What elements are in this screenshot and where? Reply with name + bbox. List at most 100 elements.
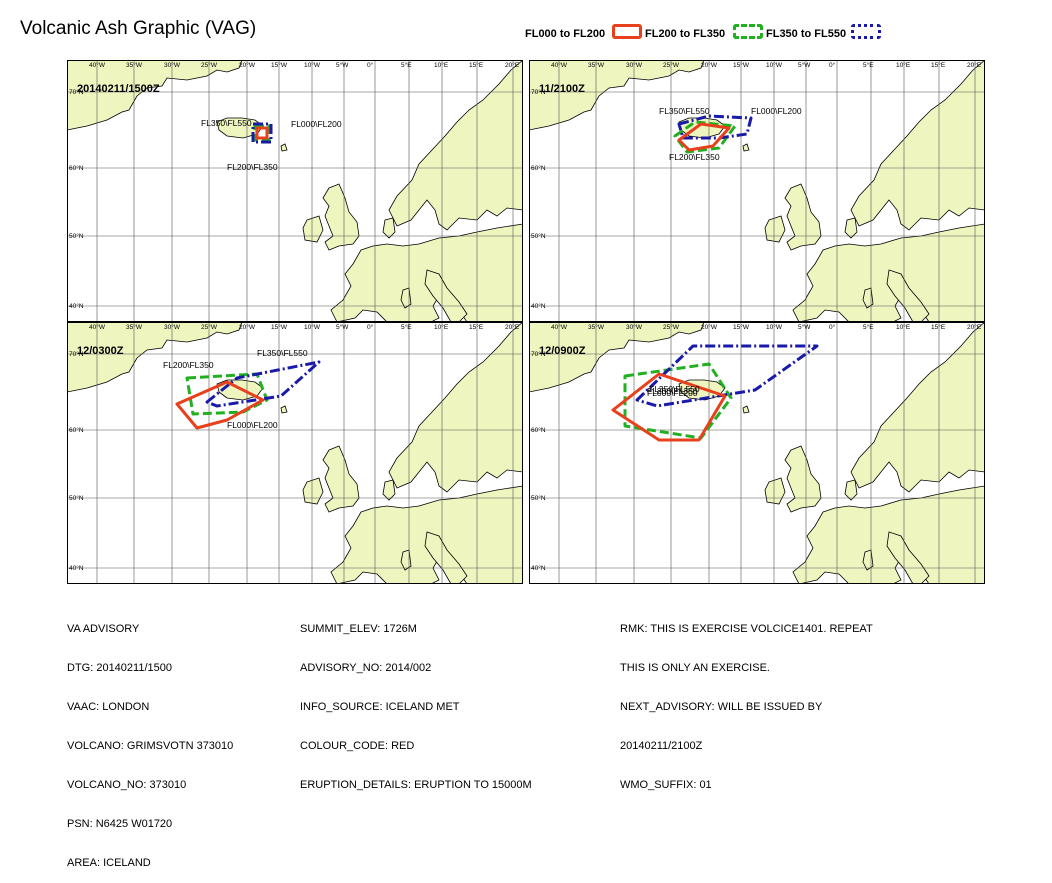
land-outline xyxy=(742,143,750,152)
map-svg: 40°W 35°W 30°W 25°W 20°W 15°W 10°W 5°W 0° 5°E 10°E… xyxy=(529,322,985,584)
land-outline xyxy=(844,217,858,239)
lon-tick-label: 5°E xyxy=(863,323,874,331)
lon-tick-label: 20°E xyxy=(505,61,520,69)
map-panel-2: 40°W 35°W 30°W 25°W 20°W 15°W 10°W 5°W 0° 5°E 10°E… xyxy=(529,60,985,322)
ash-polygon-fl350 xyxy=(635,344,819,408)
lon-tick-label: 0° xyxy=(829,323,836,331)
lon-tick-label: 25°W xyxy=(201,323,218,331)
panel-frame xyxy=(529,60,985,322)
lon-tick-label: 35°W xyxy=(588,323,605,331)
lon-tick-label: 10°E xyxy=(896,323,911,331)
lon-tick-label: 15°W xyxy=(271,61,288,69)
lon-tick-label: 30°W xyxy=(164,323,181,331)
info-line: VOLCANO_NO: 373010 xyxy=(67,779,187,791)
lon-tick-label: 15°W xyxy=(733,323,750,331)
land-outline xyxy=(280,143,288,152)
land-outline xyxy=(67,60,243,131)
lon-tick-label: 10°E xyxy=(896,61,911,69)
info-line: WMO_SUFFIX: 01 xyxy=(620,779,712,791)
land-outline xyxy=(850,322,985,493)
land-outline xyxy=(388,60,523,231)
lon-tick-label: 35°W xyxy=(126,323,143,331)
legend-swatch-fl350 xyxy=(851,24,881,39)
land-outline xyxy=(302,477,324,505)
lon-tick-label: 10°W xyxy=(304,61,321,69)
ash-polygon-fl350 xyxy=(251,122,273,144)
land-outline xyxy=(67,322,243,393)
lon-tick-label: 15°E xyxy=(931,323,946,331)
lon-tick-label: 40°W xyxy=(89,61,106,69)
ash-label-fl000: FL000\FL200 xyxy=(647,388,698,398)
lon-tick-label: 25°W xyxy=(663,323,680,331)
legend-swatch-fl200 xyxy=(733,24,763,39)
lon-tick-label: 5°W xyxy=(798,61,811,69)
land-outline xyxy=(382,479,396,501)
ash-label-fl200: FL200\FL350 xyxy=(669,152,720,162)
lon-tick-label: 5°E xyxy=(401,323,412,331)
lon-tick-label: 20°W xyxy=(239,323,256,331)
info-line: 20140211/2100Z xyxy=(620,740,703,752)
legend-label-fl200: FL200 to FL350 xyxy=(645,28,726,40)
lat-tick-label: 40°N xyxy=(69,302,84,310)
lon-tick-label: 10°E xyxy=(434,323,449,331)
ash-label-fl000: FL000\FL200 xyxy=(751,106,802,116)
panel-time-label: 12/0900Z xyxy=(539,345,586,357)
ash-label-fl350: FL350\FL550 xyxy=(257,348,308,358)
panel-frame xyxy=(67,322,523,584)
land-outline xyxy=(529,322,705,393)
page-title: Volcanic Ash Graphic (VAG) xyxy=(20,18,257,39)
lon-tick-label: 20°W xyxy=(701,61,718,69)
map-panel-4: 40°W 35°W 30°W 25°W 20°W 15°W 10°W 5°W 0° 5°E 10°E… xyxy=(529,322,985,584)
lon-tick-label: 15°W xyxy=(733,61,750,69)
lon-tick-label: 5°W xyxy=(336,323,349,331)
lon-tick-label: 25°W xyxy=(663,61,680,69)
lon-tick-label: 20°W xyxy=(701,323,718,331)
info-line: INFO_SOURCE: ICELAND MET xyxy=(300,701,460,713)
lon-tick-label: 20°E xyxy=(967,61,982,69)
lon-tick-label: 40°W xyxy=(551,323,568,331)
info-line: AREA: ICELAND xyxy=(67,857,151,869)
lon-tick-label: 0° xyxy=(829,61,836,69)
land-outline xyxy=(784,183,822,251)
lon-tick-label: 30°W xyxy=(626,323,643,331)
advisory-info-col1: VA ADVISORY DTG: 20140211/1500 VAAC: LON… xyxy=(67,597,233,883)
lon-tick-label: 35°W xyxy=(588,61,605,69)
info-line: ADVISORY_NO: 2014/002 xyxy=(300,662,432,674)
ash-label-fl350: FL350\FL550 xyxy=(201,118,252,128)
lon-tick-label: 10°W xyxy=(304,323,321,331)
ash-label-fl000: FL000\FL200 xyxy=(291,119,342,129)
info-line: PSN: N6425 W01720 xyxy=(67,818,173,830)
land-outline xyxy=(529,60,705,131)
lon-tick-label: 10°E xyxy=(434,61,449,69)
ash-label-fl350: FL350\FL550 xyxy=(649,384,700,394)
lon-tick-label: 10°W xyxy=(766,323,783,331)
land-outline xyxy=(280,405,288,414)
lon-tick-label: 15°E xyxy=(469,61,484,69)
lat-tick-label: 40°N xyxy=(531,302,546,310)
panel-frame xyxy=(67,60,523,322)
panel-frame xyxy=(529,322,985,584)
lat-tick-label: 60°N xyxy=(69,164,84,172)
lat-tick-label: 60°N xyxy=(531,164,546,172)
info-line: ERUPTION_DETAILS: ERUPTION TO 15000M xyxy=(300,779,532,791)
land-outline xyxy=(844,479,858,501)
lon-tick-label: 5°E xyxy=(863,61,874,69)
ash-label-fl350: FL350\FL550 xyxy=(659,106,710,116)
lon-tick-label: 25°W xyxy=(201,61,218,69)
lon-tick-label: 30°W xyxy=(164,61,181,69)
ash-polygon-fl350 xyxy=(205,360,321,408)
panel-time-label: 11/2100Z xyxy=(539,83,585,95)
land-outline xyxy=(382,217,396,239)
land-outline xyxy=(424,269,468,322)
map-panel-1: 40°W 35°W 30°W 25°W 20°W 15°W 10°W 5°W 0° 5°E 10°E… xyxy=(67,60,523,322)
lat-tick-label: 60°N xyxy=(69,426,84,434)
lon-tick-label: 5°W xyxy=(798,323,811,331)
land-outline xyxy=(388,322,523,493)
land-outline xyxy=(886,269,930,322)
lon-tick-label: 5°W xyxy=(336,61,349,69)
land-outline xyxy=(322,445,360,513)
ash-label-fl200: FL200\FL350 xyxy=(163,360,214,370)
map-svg: 40°W 35°W 30°W 25°W 20°W 15°W 10°W 5°W 0° 5°E 10°E… xyxy=(529,60,985,322)
lat-tick-label: 50°N xyxy=(69,494,84,502)
lon-tick-label: 15°E xyxy=(931,61,946,69)
